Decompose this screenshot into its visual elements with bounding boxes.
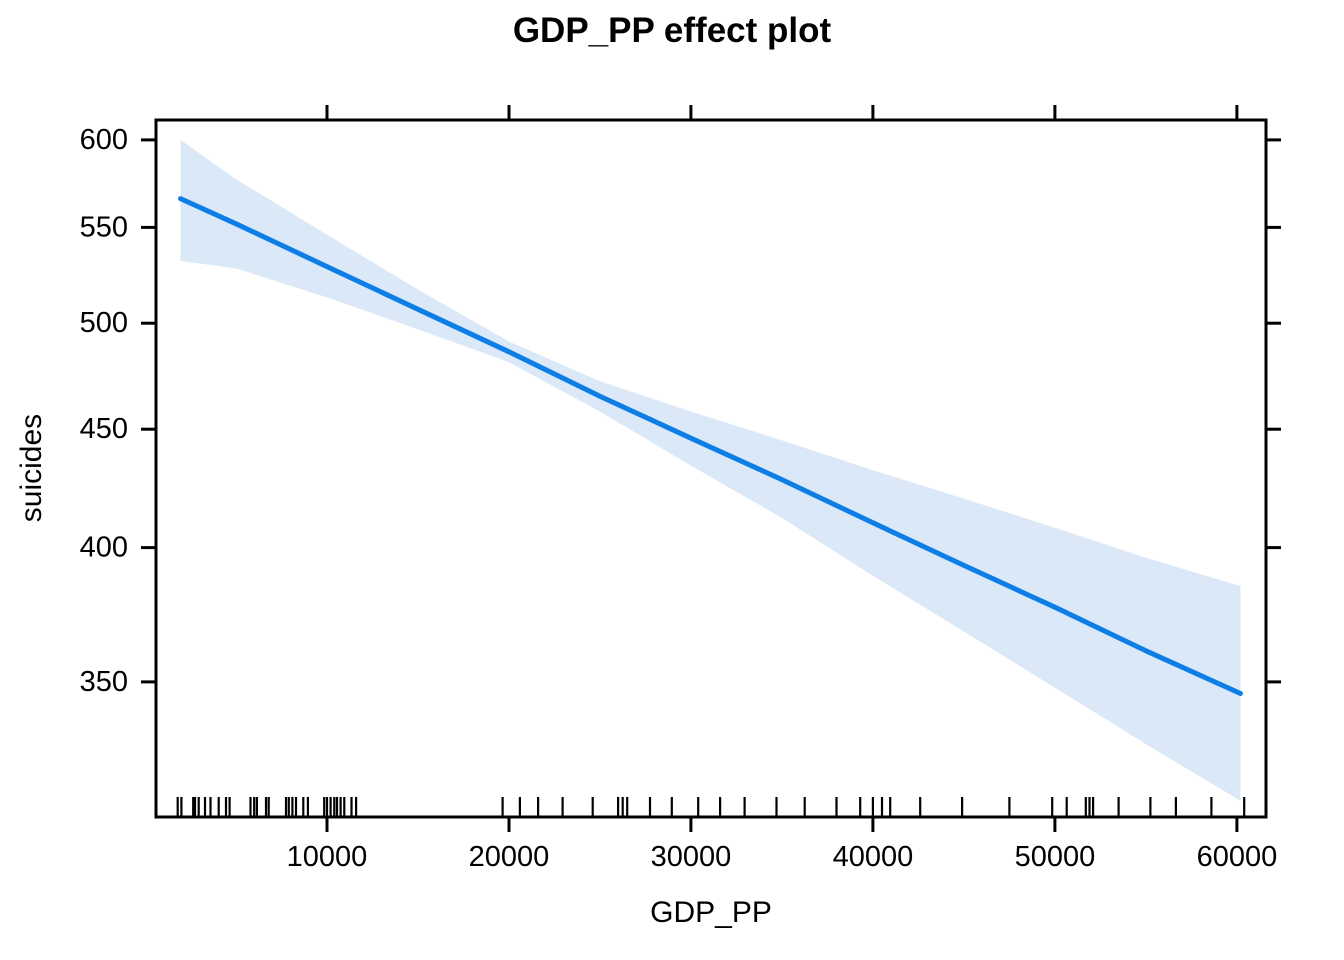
confidence-band — [180, 139, 1241, 801]
y-tick-label: 500 — [80, 307, 128, 339]
plot-box — [154, 118, 1268, 819]
x-tick-label: 20000 — [469, 841, 550, 873]
chart-title: GDP_PP effect plot — [512, 11, 832, 50]
y-tick-label: 600 — [80, 124, 128, 156]
x-tick-label: 30000 — [651, 841, 732, 873]
x-tick-labels: 10000 20000 30000 40000 50000 60000 — [287, 841, 1278, 873]
y-tick-label: 550 — [80, 211, 128, 243]
y-axis — [141, 138, 1281, 684]
y-tick-label: 400 — [80, 532, 128, 564]
x-tick-label: 10000 — [287, 841, 368, 873]
y-tick-labels: 350 400 450 500 550 600 — [80, 124, 128, 698]
y-tick-label: 350 — [80, 666, 128, 698]
x-tick-label: 50000 — [1015, 841, 1096, 873]
x-tick-label: 60000 — [1197, 841, 1278, 873]
rug-marks — [176, 797, 1246, 816]
x-tick-label: 40000 — [833, 841, 914, 873]
x-axis-title: GDP_PP — [650, 896, 772, 929]
fit-line — [178, 196, 1243, 696]
x-axis — [325, 105, 1239, 832]
y-tick-label: 450 — [80, 413, 128, 445]
